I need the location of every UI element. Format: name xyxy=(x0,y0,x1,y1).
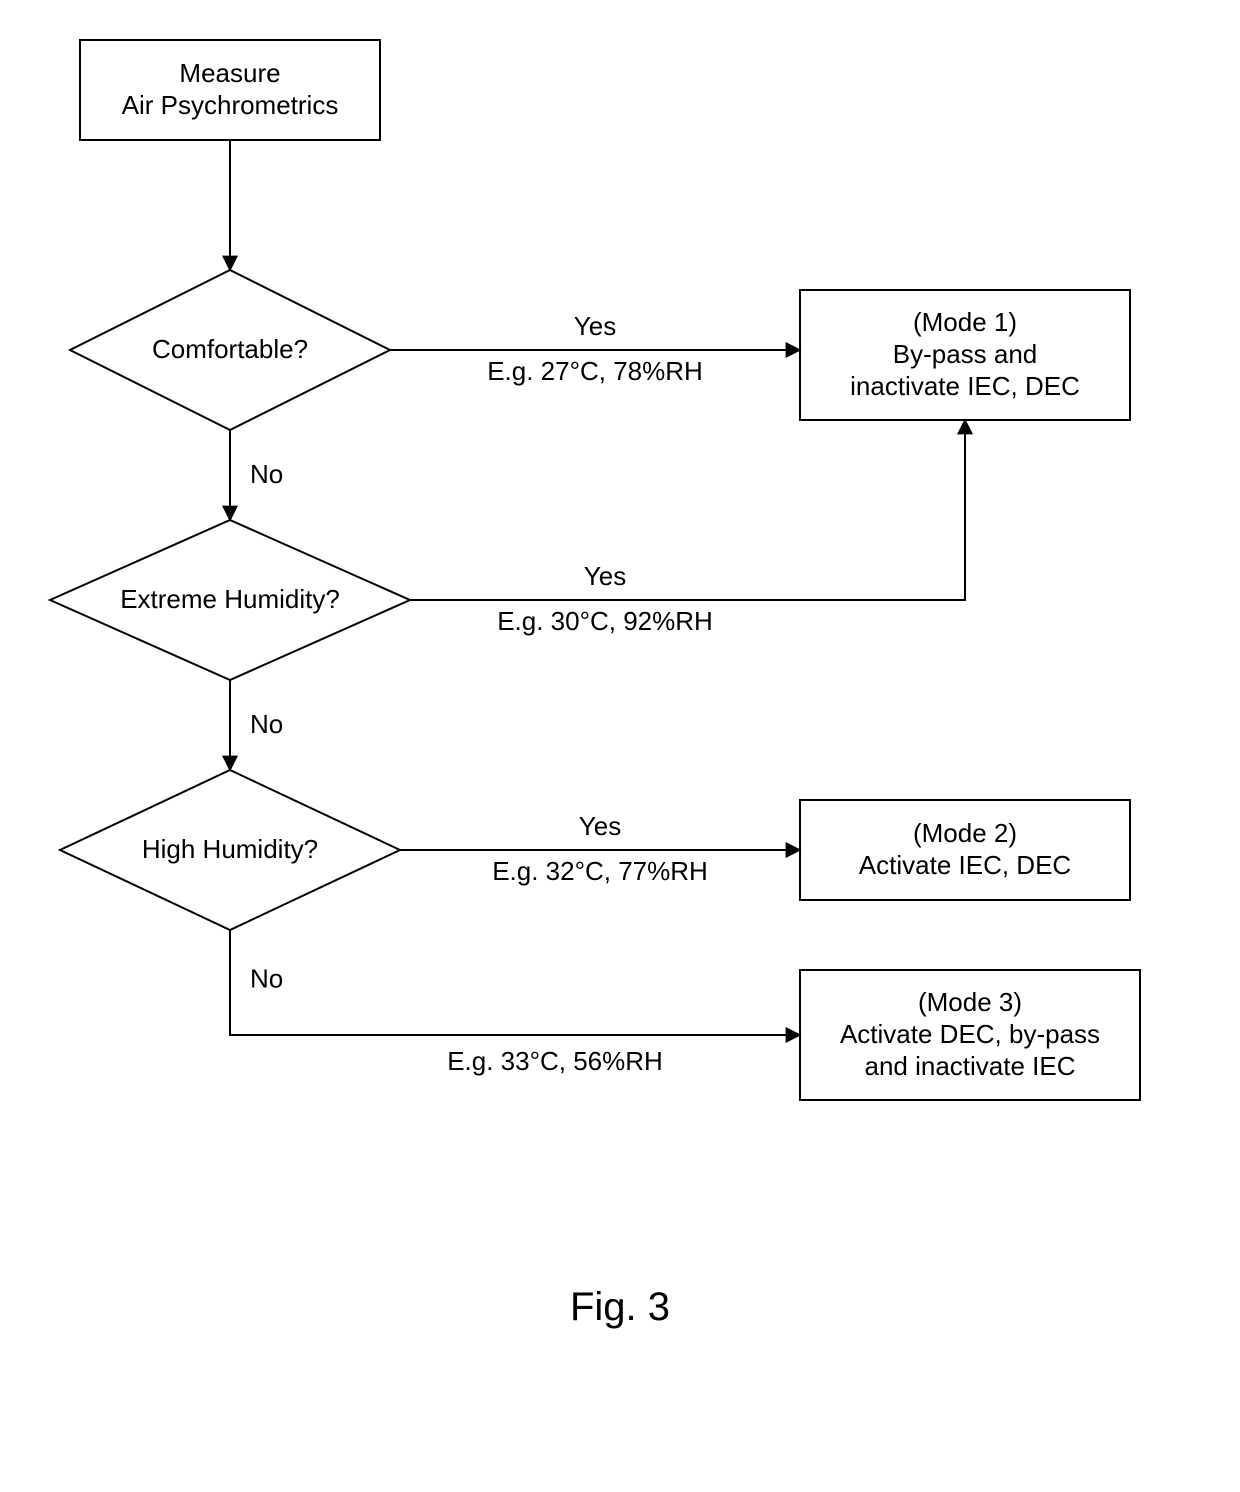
start: MeasureAir Psychrometrics xyxy=(80,40,380,140)
mode3-text-0: (Mode 3) xyxy=(918,987,1022,1017)
label-d2-yes-eg: E.g. 30°C, 92%RH xyxy=(497,606,713,636)
label-d3-no-eg: E.g. 33°C, 56%RH xyxy=(447,1046,663,1076)
label-d2-yes: Yes xyxy=(584,561,626,591)
mode3-text-2: and inactivate IEC xyxy=(864,1051,1075,1081)
edge-d3-no xyxy=(230,930,800,1035)
label-d1-no: No xyxy=(250,459,283,489)
mode1: (Mode 1)By-pass andinactivate IEC, DEC xyxy=(800,290,1130,420)
d3-text-0: High Humidity? xyxy=(142,834,318,864)
start-text-1: Air Psychrometrics xyxy=(122,90,339,120)
label-d3-yes-eg: E.g. 32°C, 77%RH xyxy=(492,856,708,886)
figure-caption: Fig. 3 xyxy=(570,1285,670,1329)
edge-d2-yes xyxy=(410,420,965,600)
d1-text-0: Comfortable? xyxy=(152,334,308,364)
d3: High Humidity? xyxy=(60,770,400,930)
label-d3-yes: Yes xyxy=(579,811,621,841)
d2: Extreme Humidity? xyxy=(50,520,410,680)
mode1-text-2: inactivate IEC, DEC xyxy=(850,371,1080,401)
d1: Comfortable? xyxy=(70,270,390,430)
label-d3-no: No xyxy=(250,964,283,994)
label-d1-yes-eg: E.g. 27°C, 78%RH xyxy=(487,356,703,386)
mode2-text-0: (Mode 2) xyxy=(913,818,1017,848)
mode1-text-0: (Mode 1) xyxy=(913,307,1017,337)
mode1-text-1: By-pass and xyxy=(893,339,1038,369)
mode3: (Mode 3)Activate DEC, by-passand inactiv… xyxy=(800,970,1140,1100)
mode2-text-1: Activate IEC, DEC xyxy=(859,850,1071,880)
start-text-0: Measure xyxy=(179,58,280,88)
d2-text-0: Extreme Humidity? xyxy=(120,584,340,614)
mode3-text-1: Activate DEC, by-pass xyxy=(840,1019,1100,1049)
label-d1-yes: Yes xyxy=(574,311,616,341)
label-d2-no: No xyxy=(250,709,283,739)
mode2: (Mode 2)Activate IEC, DEC xyxy=(800,800,1130,900)
